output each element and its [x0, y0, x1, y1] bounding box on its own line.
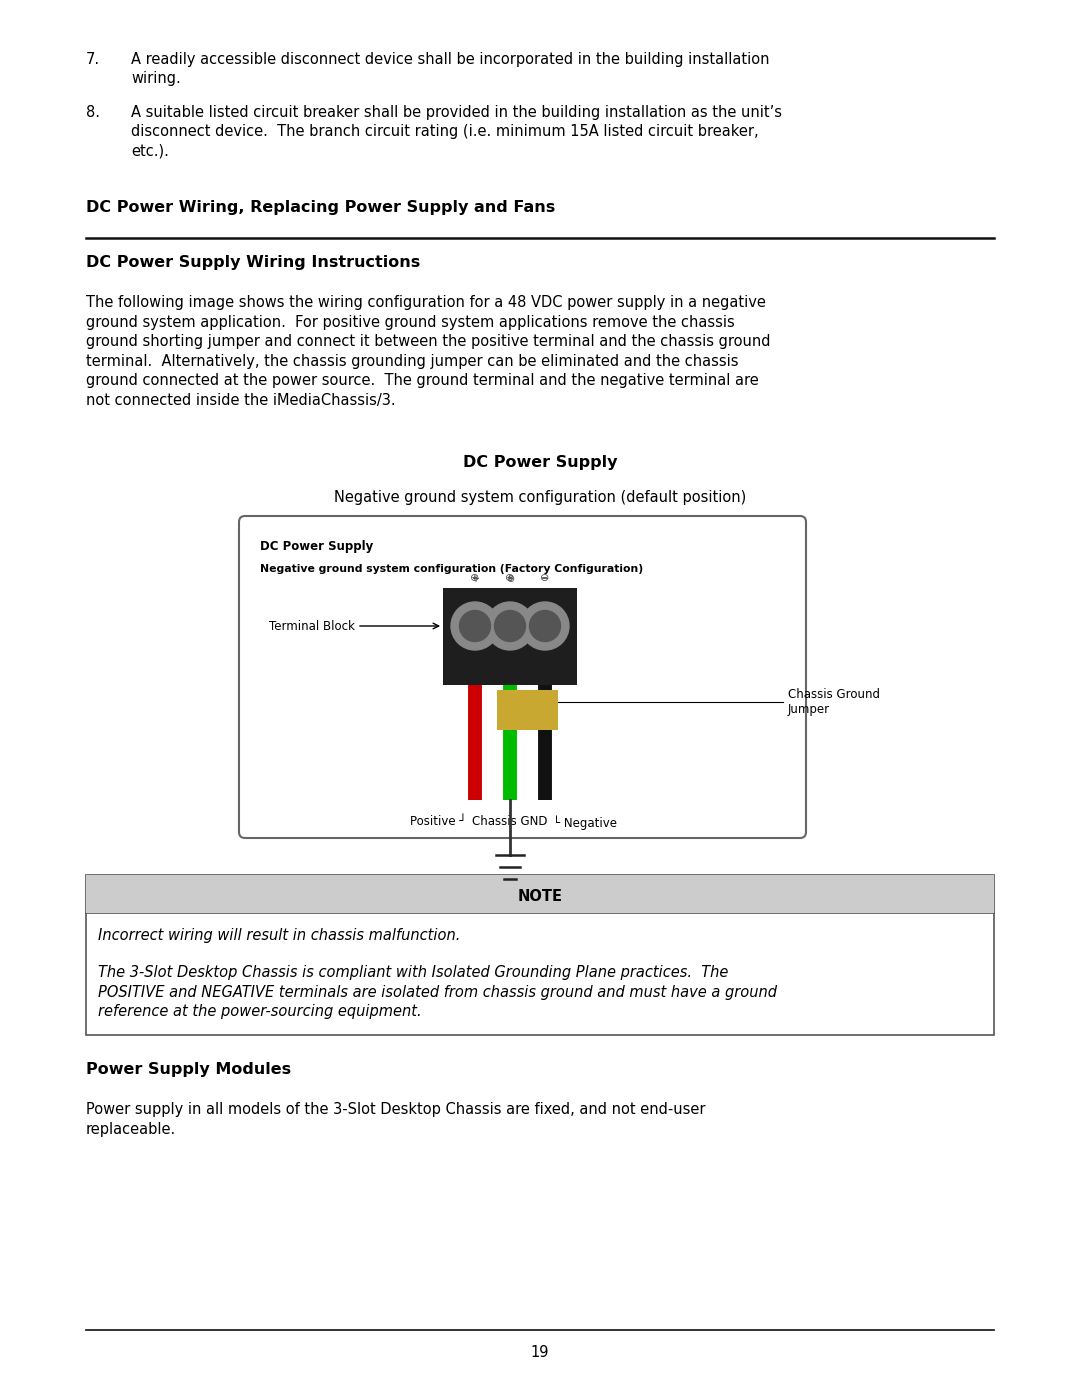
- Text: 19: 19: [530, 1345, 550, 1361]
- Text: The 3-Slot Desktop Chassis is compliant with Isolated Grounding Plane practices.: The 3-Slot Desktop Chassis is compliant …: [98, 965, 777, 1020]
- Text: −: −: [541, 574, 549, 584]
- Text: Power supply in all models of the 3-Slot Desktop Chassis are fixed, and not end-: Power supply in all models of the 3-Slot…: [86, 1102, 705, 1137]
- Text: ⊕: ⊕: [505, 574, 514, 584]
- Text: Negative ground system configuration (default position): Negative ground system configuration (de…: [334, 490, 746, 504]
- Text: A suitable listed circuit breaker shall be provided in the building installation: A suitable listed circuit breaker shall …: [131, 105, 782, 158]
- Circle shape: [495, 610, 526, 641]
- Circle shape: [451, 602, 499, 650]
- Text: DC Power Supply: DC Power Supply: [260, 541, 374, 553]
- Circle shape: [486, 602, 534, 650]
- Bar: [86, 875, 994, 914]
- Text: Chassis GND: Chassis GND: [472, 814, 548, 828]
- Circle shape: [529, 610, 561, 641]
- Text: Terminal Block: Terminal Block: [269, 619, 355, 633]
- FancyBboxPatch shape: [239, 515, 806, 838]
- Text: DC Power Supply Wiring Instructions: DC Power Supply Wiring Instructions: [86, 256, 420, 270]
- Text: The following image shows the wiring configuration for a 48 VDC power supply in : The following image shows the wiring con…: [86, 295, 770, 408]
- Text: DC Power Supply: DC Power Supply: [462, 455, 618, 469]
- Text: A readily accessible disconnect device shall be incorporated in the building ins: A readily accessible disconnect device s…: [131, 52, 769, 87]
- Text: ⊕: ⊕: [470, 573, 480, 583]
- Text: DC Power Wiring, Replacing Power Supply and Fans: DC Power Wiring, Replacing Power Supply …: [86, 200, 555, 215]
- Text: 8.: 8.: [86, 105, 100, 120]
- Bar: [443, 588, 577, 685]
- Text: +: +: [471, 574, 480, 584]
- Text: 7.: 7.: [86, 52, 100, 67]
- Text: Chassis Ground
Jumper: Chassis Ground Jumper: [788, 687, 880, 717]
- Bar: [497, 690, 558, 731]
- Text: ⊕: ⊕: [505, 573, 515, 583]
- Text: └ Negative: └ Negative: [553, 814, 617, 830]
- Circle shape: [521, 602, 569, 650]
- Text: Negative ground system configuration (Factory Configuration): Negative ground system configuration (Fa…: [260, 564, 643, 574]
- Bar: [86, 875, 994, 1035]
- Circle shape: [459, 610, 490, 641]
- Text: ⊖: ⊖: [540, 573, 550, 583]
- Text: Positive ┘: Positive ┘: [410, 814, 467, 828]
- Text: Incorrect wiring will result in chassis malfunction.: Incorrect wiring will result in chassis …: [98, 928, 460, 943]
- Text: NOTE: NOTE: [517, 890, 563, 904]
- Text: Power Supply Modules: Power Supply Modules: [86, 1062, 292, 1077]
